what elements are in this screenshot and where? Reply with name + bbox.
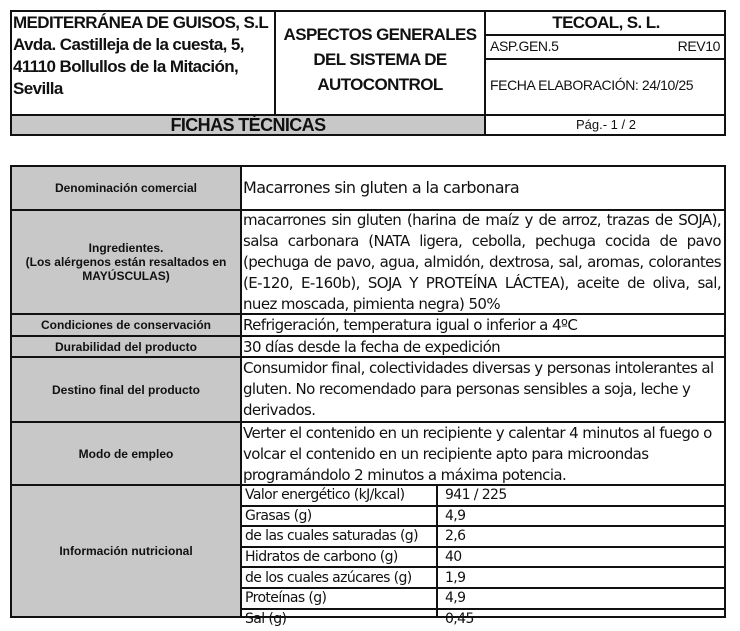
value-conservacion: Refrigeración, temperatura igual o infer… <box>243 316 578 334</box>
nutrient-name: de las cuales saturadas (g) <box>245 528 419 545</box>
doc-code: ASP.GEN.5 <box>490 38 559 54</box>
label-destino: Destino final del producto <box>12 358 240 421</box>
nutrient-value: 1,9 <box>445 569 466 586</box>
nutrient-name: Grasas (g) <box>245 507 312 524</box>
nutrient-value: 2,6 <box>445 528 466 545</box>
company-line: 41110 Bollullos de la Mitación, <box>13 57 239 76</box>
nutrient-value: 4,9 <box>445 507 466 524</box>
divider <box>486 58 726 60</box>
divider <box>10 356 726 358</box>
divider <box>10 209 726 211</box>
nutrition-row: Proteínas (g) 4,9 <box>242 589 724 610</box>
nutrition-row: Grasas (g) 4,9 <box>242 507 724 528</box>
nutrition-row: Valor energético (kJ/kcal) 941 / 225 <box>242 486 724 507</box>
nutrient-value: 0,45 <box>445 610 474 627</box>
company-line: Avda. Castilleja de la cuesta, 5, <box>13 35 245 54</box>
divider <box>240 165 242 618</box>
title-line: ASPECTOS GENERALES <box>283 25 478 44</box>
value-denominacion: Macarrones sin gluten a la carbonara <box>243 178 520 197</box>
nutrient-name: Valor energético (kJ/kcal) <box>245 487 405 504</box>
divider <box>484 10 486 136</box>
company-line: MEDITERRÁNEA DE GUISOS, S.L <box>13 13 269 32</box>
divider <box>10 421 726 423</box>
nutrient-value: 941 / 225 <box>445 487 507 504</box>
label-modo: Modo de empleo <box>12 423 240 484</box>
title-line: DEL SISTEMA DE <box>313 50 447 69</box>
section-title: FICHAS TÉCNICAS <box>12 116 484 134</box>
value-destino: Consumidor final, colectividades diversa… <box>243 359 714 419</box>
nutrition-table: Valor energético (kJ/kcal) 941 / 225 Gras… <box>242 486 724 627</box>
nutrition-row: de los cuales azúcares (g) 1,9 <box>242 568 724 589</box>
nutrient-name: Proteínas (g) <box>245 590 327 607</box>
value-modo: Verter el contenido en un recipiente y c… <box>243 424 712 484</box>
divider <box>10 335 726 337</box>
divider <box>10 484 726 486</box>
header-box <box>10 10 726 136</box>
nutrient-name: de los cuales azúcares (g) <box>245 569 412 586</box>
nutrient-value: 40 <box>445 549 462 566</box>
label-nutricion: Información nutricional <box>12 486 240 616</box>
company-line: Sevilla <box>13 79 63 98</box>
nutrient-name: Hidratos de carbono (g) <box>245 549 398 566</box>
nutrition-row: Sal (g) 0,45 <box>242 610 724 629</box>
label-conservacion: Condiciones de conservación <box>12 315 240 335</box>
label-denominacion: Denominación comercial <box>12 167 240 209</box>
label-durabilidad: Durabilidad del producto <box>12 337 240 357</box>
nutrient-name: Sal (g) <box>245 610 287 627</box>
value-durabilidad: 30 días desde la fecha de expedición <box>243 338 501 356</box>
divider <box>274 10 276 116</box>
nutrient-value: 4,9 <box>445 590 466 607</box>
document-title: ASPECTOS GENERALES DEL SISTEMA DE AUTOCO… <box>276 22 484 97</box>
elaboration-date: FECHA ELABORACIÓN: 24/10/25 <box>490 77 694 93</box>
owner: TECOAL, S. L. <box>552 13 660 32</box>
page-number: Pág.- 1 / 2 <box>576 117 636 132</box>
divider <box>10 313 726 315</box>
nutrition-row: de las cuales saturadas (g) 2,6 <box>242 527 724 548</box>
label-text: Ingredientes. (Los alérgenos están resal… <box>25 241 227 283</box>
label-ingredientes: Ingredientes. (Los alérgenos están resal… <box>12 211 240 313</box>
revision: REV10 <box>677 38 721 54</box>
divider <box>436 485 438 617</box>
divider <box>10 114 726 116</box>
divider <box>486 34 726 36</box>
title-line: AUTOCONTROL <box>317 75 443 94</box>
nutrition-row: Hidratos de carbono (g) 40 <box>242 548 724 569</box>
spec-table <box>10 165 726 618</box>
value-ingredientes: macarrones sin gluten (harina de maíz y … <box>243 211 722 313</box>
company-info: MEDITERRÁNEA DE GUISOS, S.L Avda. Castil… <box>13 12 273 114</box>
